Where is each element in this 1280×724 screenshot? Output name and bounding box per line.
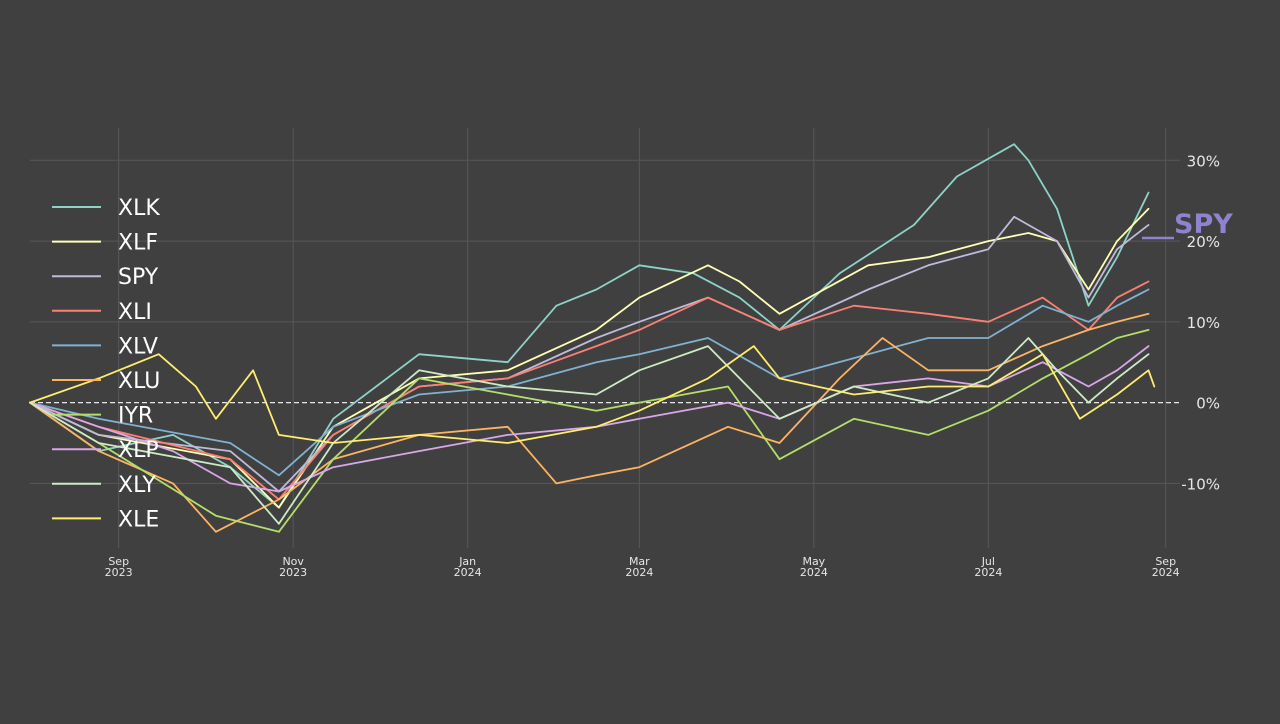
x-tick-month: May: [802, 555, 825, 568]
legend-label-xlk: XLK: [118, 196, 160, 221]
legend-label-xly: XLY: [118, 473, 156, 498]
x-tick-month: Nov: [282, 555, 304, 568]
series-line-iyr: [29, 329, 1150, 533]
legend-label-xlf: XLF: [118, 231, 158, 256]
legend-label-spy: SPY: [118, 265, 159, 290]
legend-label-xlu: XLU: [118, 369, 160, 394]
x-tick-year: 2024: [1152, 566, 1180, 579]
legend-label-xli: XLI: [118, 300, 152, 325]
y-tick-label: 30%: [1187, 152, 1220, 170]
x-tick-month: Sep: [108, 555, 129, 568]
series-line-xlu: [29, 312, 1150, 533]
series-line-xlv: [29, 288, 1150, 477]
x-tick-year: 2024: [800, 566, 828, 579]
x-tick-year: 2024: [974, 566, 1002, 579]
y-tick-label: 10%: [1187, 314, 1220, 332]
x-tick-year: 2023: [105, 566, 133, 579]
x-tick-month: Mar: [629, 555, 650, 568]
legend-label-iyr: IYR: [118, 404, 153, 429]
y-tick-label: -10%: [1181, 475, 1220, 493]
legend-label-xlp: XLP: [118, 438, 159, 463]
series-line-xlp: [29, 345, 1150, 493]
x-tick-year: 2024: [625, 566, 653, 579]
y-tick-label: 0%: [1196, 395, 1220, 413]
series-line-xlk: [29, 143, 1150, 509]
series-line-xli: [29, 280, 1150, 501]
x-tick-month: Jul: [981, 555, 995, 568]
legend-label-xlv: XLV: [118, 334, 158, 359]
y-tick-label: 20%: [1187, 233, 1220, 251]
legend-label-xle: XLE: [118, 507, 159, 532]
series-line-xlf: [29, 207, 1150, 509]
series-line-xle: [29, 345, 1156, 444]
x-tick-year: 2023: [279, 566, 307, 579]
series-line-xly: [29, 337, 1150, 525]
x-tick-month: Jan: [458, 555, 476, 568]
highlight-label: SPY: [1174, 209, 1233, 240]
x-tick-year: 2024: [454, 566, 482, 579]
x-tick-month: Sep: [1155, 555, 1176, 568]
